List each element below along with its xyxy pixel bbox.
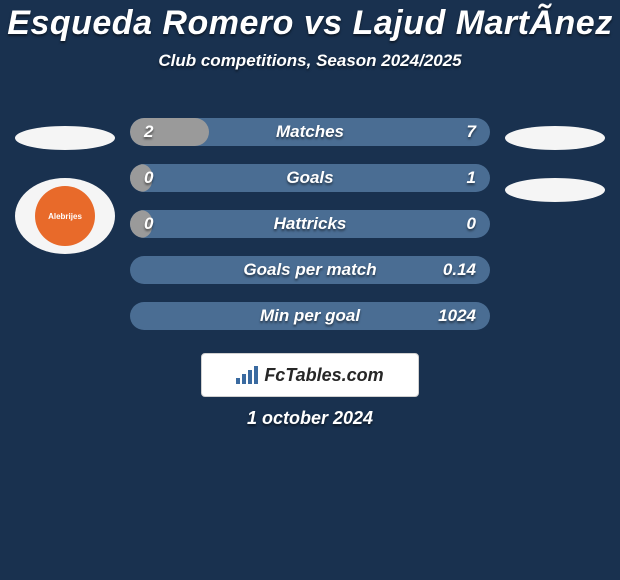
stat-bars: 2 Matches 7 0 Goals 1 0 Hattricks 0 Goal…: [130, 108, 490, 340]
subtitle: Club competitions, Season 2024/2025: [0, 51, 620, 71]
left-team-badge: Alebrijes: [15, 178, 115, 254]
stat-label: Goals: [130, 164, 490, 192]
brand-link[interactable]: FcTables.com: [201, 353, 419, 397]
stat-label: Hattricks: [130, 210, 490, 238]
stat-right-value: 0.14: [443, 256, 476, 284]
right-player-column: [490, 108, 620, 202]
stat-right-value: 1: [467, 164, 476, 192]
brand-text: FcTables.com: [264, 365, 383, 386]
stat-row-hattricks: 0 Hattricks 0: [130, 210, 490, 238]
stat-label: Matches: [130, 118, 490, 146]
left-player-column: Alebrijes: [0, 108, 130, 254]
comparison-card: Esqueda Romero vs Lajud MartÃ­nez Club c…: [0, 0, 620, 580]
stat-right-value: 7: [467, 118, 476, 146]
stat-right-value: 0: [467, 210, 476, 238]
left-team-badge-label: Alebrijes: [35, 186, 95, 246]
stat-row-goals: 0 Goals 1: [130, 164, 490, 192]
bar-chart-icon: [236, 366, 258, 384]
page-title: Esqueda Romero vs Lajud MartÃ­nez: [0, 0, 620, 43]
stat-label: Goals per match: [130, 256, 490, 284]
right-player-badge-placeholder: [505, 126, 605, 150]
stat-row-matches: 2 Matches 7: [130, 118, 490, 146]
left-player-badge-placeholder: [15, 126, 115, 150]
stat-row-goals-per-match: Goals per match 0.14: [130, 256, 490, 284]
comparison-body: Alebrijes 2 Matches 7 0 Goals 1 0 Hattri…: [0, 108, 620, 340]
footer-date: 1 october 2024: [0, 408, 620, 429]
right-team-badge-placeholder: [505, 178, 605, 202]
stat-row-min-per-goal: Min per goal 1024: [130, 302, 490, 330]
stat-label: Min per goal: [130, 302, 490, 330]
stat-right-value: 1024: [438, 302, 476, 330]
